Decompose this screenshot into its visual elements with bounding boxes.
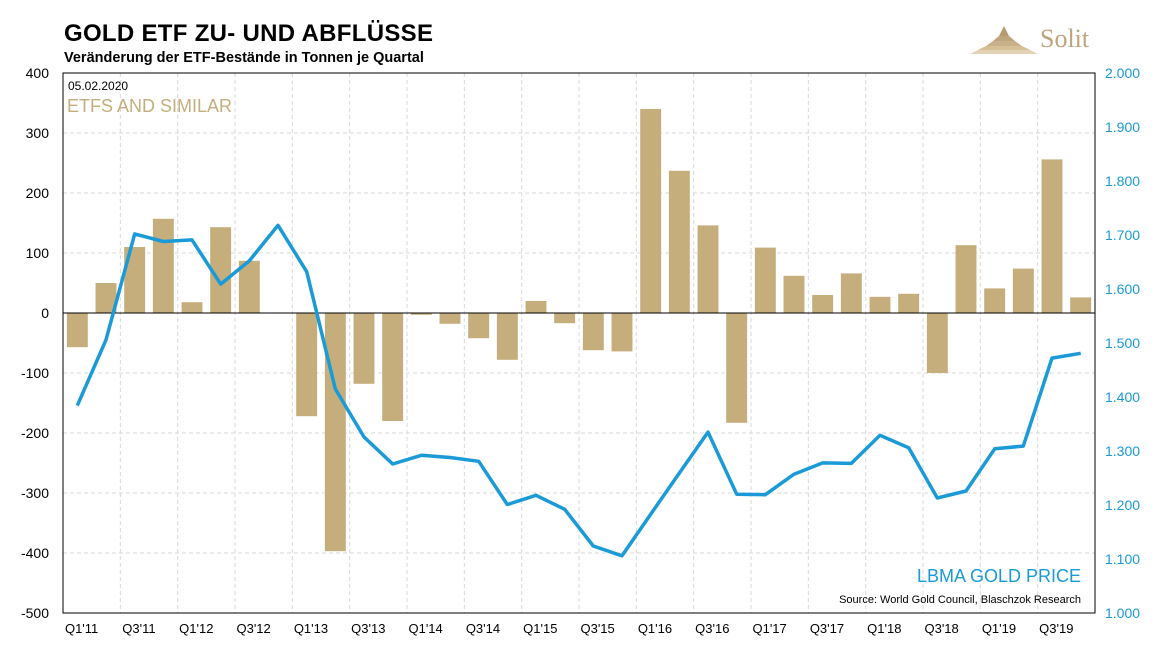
gold-price-line	[75, 223, 1081, 558]
bar	[582, 313, 604, 351]
x-tick-label: Q3'17	[810, 621, 844, 636]
left-axis-ticks: 400 300 200 100 0 -100 -200 -300 -400 -500	[21, 65, 49, 621]
y2-tick-label: 2.000	[1105, 65, 1140, 81]
y2-tick-label: 1.000	[1105, 605, 1140, 621]
x-tick-label: Q1'12	[179, 621, 213, 636]
y-tick-label: -300	[21, 485, 49, 501]
x-tick-label: Q3'12	[236, 621, 270, 636]
bar	[926, 313, 948, 373]
x-tick-label: Q3'14	[466, 621, 500, 636]
x-tick-label: Q1'13	[294, 621, 328, 636]
x-tick-label: Q3'16	[695, 621, 729, 636]
y2-tick-label: 1.700	[1105, 227, 1140, 243]
bar	[1070, 297, 1092, 313]
bar	[181, 302, 203, 313]
bar	[984, 288, 1006, 313]
bar	[611, 313, 633, 352]
x-tick-label: Q1'15	[523, 621, 557, 636]
x-axis-ticks: Q1'11 Q3'11 Q1'12 Q3'12 Q1'13 Q3'13 Q1'14 Q3'14…	[65, 621, 1073, 636]
bar	[640, 109, 662, 313]
bar-series-label: ETFS AND SIMILAR	[67, 96, 232, 116]
x-tick-label: Q1'14	[408, 621, 442, 636]
x-tick-label: Q1'18	[867, 621, 901, 636]
y-tick-label: -100	[21, 365, 49, 381]
y-tick-label: 400	[26, 65, 50, 81]
date-label: 05.02.2020	[68, 79, 128, 93]
bar	[238, 260, 260, 313]
bar	[152, 218, 174, 313]
bar	[124, 247, 146, 313]
bar	[697, 225, 719, 313]
bar	[668, 170, 690, 313]
bar	[840, 273, 862, 313]
y-tick-label: -200	[21, 425, 49, 441]
x-tick-label: Q1'16	[638, 621, 672, 636]
bar	[812, 295, 834, 313]
y2-tick-label: 1.800	[1105, 173, 1140, 189]
x-tick-label: Q1'11	[65, 621, 98, 636]
y-tick-label: -500	[21, 605, 49, 621]
x-tick-label: Q3'15	[580, 621, 614, 636]
plot-frame	[62, 72, 1096, 614]
bar	[898, 293, 920, 313]
chart-subtitle: Veränderung der ETF-Bestände in Tonnen j…	[64, 50, 424, 66]
chart-title: GOLD ETF ZU- UND ABFLÜSSE	[64, 20, 434, 47]
solit-logo-icon	[970, 26, 1038, 54]
y2-tick-label: 1.300	[1105, 443, 1140, 459]
bar	[382, 313, 404, 421]
bar	[324, 313, 346, 552]
bar	[525, 301, 547, 313]
x-tick-label: Q3'19	[1039, 621, 1073, 636]
y2-tick-label: 1.900	[1105, 119, 1140, 135]
y-tick-label: -400	[21, 545, 49, 561]
bar	[95, 283, 117, 313]
y-tick-label: 200	[26, 185, 50, 201]
bar	[410, 313, 432, 315]
y2-tick-label: 1.100	[1105, 551, 1140, 567]
bar	[468, 313, 490, 339]
y-tick-label: 100	[26, 245, 50, 261]
bar	[869, 296, 891, 313]
source-label: Source: World Gold Council, Blaschzok Re…	[839, 594, 1081, 606]
right-axis-ticks: 2.000 1.900 1.800 1.700 1.600 1.500 1.400 1.300…	[1105, 65, 1140, 621]
bar	[1041, 159, 1063, 313]
bar	[754, 247, 776, 313]
bar	[439, 313, 461, 324]
y-tick-label: 0	[41, 305, 49, 321]
y2-tick-label: 1.600	[1105, 281, 1140, 297]
bar	[726, 313, 748, 423]
y2-tick-label: 1.200	[1105, 497, 1140, 513]
bar	[353, 313, 375, 384]
y-tick-label: 300	[26, 125, 50, 141]
bar	[1012, 268, 1034, 313]
y2-tick-label: 1.400	[1105, 389, 1140, 405]
bar	[296, 313, 318, 417]
bar	[496, 313, 518, 360]
x-tick-label: Q3'11	[122, 621, 155, 636]
x-tick-label: Q1'19	[982, 621, 1016, 636]
logo-text: Solit	[1040, 24, 1090, 53]
y2-tick-label: 1.500	[1105, 335, 1140, 351]
bar	[66, 313, 88, 348]
bar-series	[66, 109, 1092, 552]
bar	[783, 275, 805, 313]
bar	[210, 227, 232, 313]
line-series-label: LBMA GOLD PRICE	[917, 566, 1081, 586]
x-tick-label: Q3'18	[924, 621, 958, 636]
x-tick-label: Q3'13	[351, 621, 385, 636]
bar	[554, 313, 576, 324]
bar	[955, 245, 977, 313]
x-tick-label: Q1'17	[752, 621, 786, 636]
